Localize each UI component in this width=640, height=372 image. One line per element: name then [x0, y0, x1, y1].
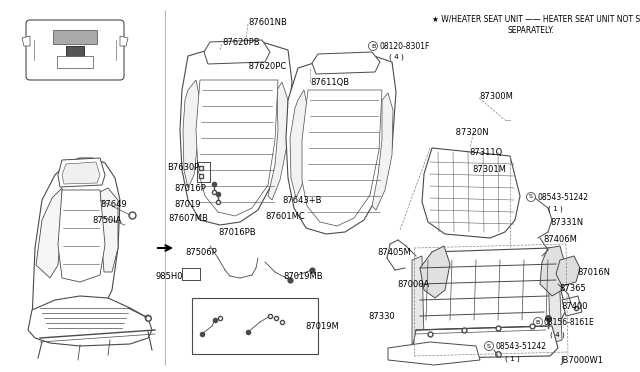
Text: 87601NB: 87601NB	[248, 18, 287, 27]
Polygon shape	[412, 326, 558, 358]
Text: 08120-8301F: 08120-8301F	[379, 42, 429, 51]
Polygon shape	[183, 80, 200, 188]
Text: 87019: 87019	[174, 200, 200, 209]
Polygon shape	[540, 246, 566, 296]
Polygon shape	[414, 248, 566, 350]
Circle shape	[534, 317, 543, 327]
Polygon shape	[548, 248, 562, 344]
Text: B7630P: B7630P	[167, 163, 200, 172]
Polygon shape	[22, 36, 30, 46]
Text: 87406M: 87406M	[543, 235, 577, 244]
Circle shape	[145, 315, 151, 321]
Text: B: B	[371, 44, 375, 48]
Text: ★ W/HEATER SEAT UNIT —— HEATER SEAT UNIT NOT SOLD: ★ W/HEATER SEAT UNIT —— HEATER SEAT UNIT…	[432, 14, 640, 23]
Text: 87620PC: 87620PC	[246, 62, 286, 71]
Bar	[53, 30, 97, 44]
Bar	[57, 56, 93, 68]
Text: ( 4 ): ( 4 )	[550, 332, 564, 339]
Text: S: S	[487, 343, 491, 349]
FancyBboxPatch shape	[26, 20, 124, 80]
Text: 87611QB: 87611QB	[310, 78, 349, 87]
Polygon shape	[196, 80, 278, 216]
Text: 87601MC: 87601MC	[265, 212, 305, 221]
Text: 87311Q: 87311Q	[469, 148, 502, 157]
Text: 87607MB: 87607MB	[168, 214, 208, 223]
Bar	[66, 46, 84, 58]
Polygon shape	[120, 36, 128, 46]
Polygon shape	[312, 52, 380, 74]
Polygon shape	[58, 158, 105, 187]
Text: 87405M: 87405M	[377, 248, 411, 257]
Polygon shape	[28, 296, 152, 346]
Text: 87301M: 87301M	[472, 165, 506, 174]
Bar	[192, 298, 318, 354]
Polygon shape	[180, 42, 292, 225]
Text: 08543-51242: 08543-51242	[495, 342, 546, 351]
Text: 985H0: 985H0	[155, 272, 182, 281]
Polygon shape	[422, 148, 520, 238]
Text: 87016N: 87016N	[577, 268, 610, 277]
Polygon shape	[562, 296, 582, 316]
Text: B: B	[536, 320, 540, 324]
Polygon shape	[58, 190, 105, 282]
Text: 87019M: 87019M	[305, 322, 339, 331]
Text: JB7000W1: JB7000W1	[560, 356, 603, 365]
Text: SEPARATELY.: SEPARATELY.	[508, 26, 555, 35]
Polygon shape	[286, 54, 396, 234]
Polygon shape	[290, 90, 308, 198]
Text: 87016P: 87016P	[174, 184, 205, 193]
Text: 87620PB: 87620PB	[222, 38, 260, 47]
Polygon shape	[412, 256, 424, 344]
Circle shape	[484, 341, 493, 350]
Text: 87019MB: 87019MB	[283, 272, 323, 281]
Circle shape	[369, 42, 378, 51]
Text: 87331N: 87331N	[550, 218, 583, 227]
Text: ( 4 ): ( 4 )	[389, 54, 404, 61]
Polygon shape	[372, 93, 393, 210]
Text: 87330: 87330	[368, 312, 395, 321]
Polygon shape	[420, 246, 450, 298]
Text: S: S	[529, 195, 533, 199]
Text: 87016PB: 87016PB	[218, 228, 255, 237]
Text: 08543-51242: 08543-51242	[537, 193, 588, 202]
Text: 87506P: 87506P	[185, 248, 217, 257]
Polygon shape	[302, 90, 382, 226]
Polygon shape	[100, 188, 118, 272]
Text: 08156-8161E: 08156-8161E	[544, 318, 595, 327]
Polygon shape	[32, 158, 120, 328]
Text: ( 1 ): ( 1 )	[505, 355, 520, 362]
Text: ( 1 ): ( 1 )	[548, 206, 563, 212]
Text: 87649: 87649	[100, 200, 127, 209]
Text: 87000A: 87000A	[397, 280, 429, 289]
Text: 87365: 87365	[559, 284, 586, 293]
Polygon shape	[62, 162, 100, 184]
Polygon shape	[36, 188, 62, 278]
Polygon shape	[268, 82, 288, 200]
Circle shape	[527, 192, 536, 202]
Text: 87320N: 87320N	[453, 128, 488, 137]
Text: 87400: 87400	[561, 302, 588, 311]
Text: 87643+B: 87643+B	[282, 196, 321, 205]
Text: 87300M: 87300M	[479, 92, 513, 101]
Polygon shape	[204, 40, 270, 64]
Text: 8750lA: 8750lA	[92, 216, 122, 225]
Polygon shape	[388, 342, 480, 365]
Polygon shape	[556, 256, 580, 286]
